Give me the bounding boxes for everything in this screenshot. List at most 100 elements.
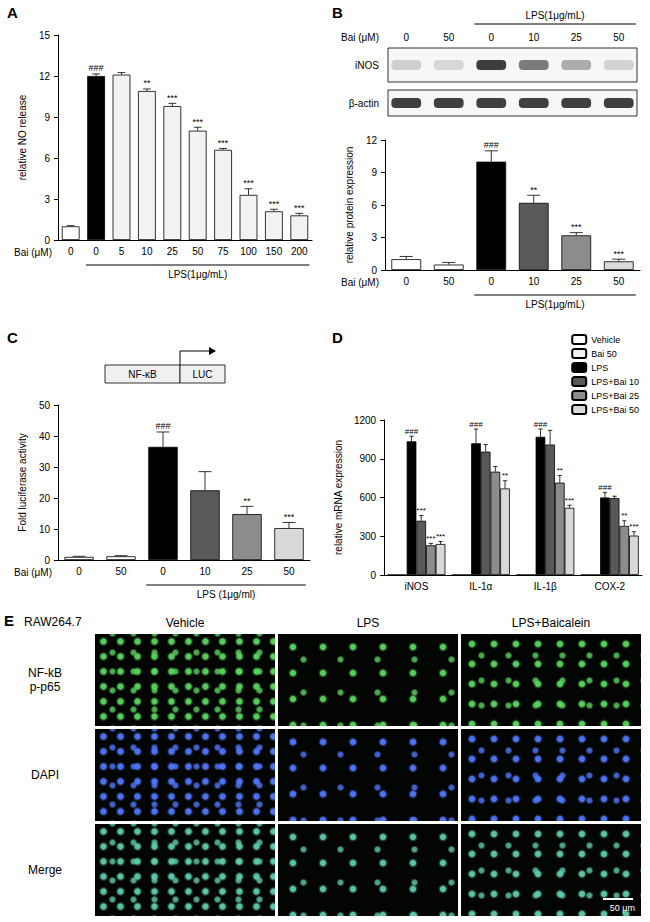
svg-text:10: 10 [141, 246, 153, 257]
svg-text:LPS+Bai 10: LPS+Bai 10 [591, 377, 639, 387]
svg-text:0: 0 [403, 276, 409, 287]
svg-text:50: 50 [443, 32, 455, 43]
svg-text:LPS(1μg/mL): LPS(1μg/mL) [168, 269, 227, 280]
svg-text:Bai 50: Bai 50 [591, 349, 617, 359]
svg-text:0: 0 [488, 32, 494, 43]
svg-text:50: 50 [192, 246, 204, 257]
svg-text:NF-κB: NF-κB [128, 369, 157, 380]
svg-text:900: 900 [359, 453, 376, 464]
svg-text:15: 15 [39, 30, 51, 41]
svg-text:30: 30 [39, 462, 51, 473]
svg-text:25: 25 [167, 246, 179, 257]
svg-text:COX-2: COX-2 [594, 581, 625, 592]
svg-text:***: *** [167, 93, 178, 103]
svg-text:**: ** [621, 511, 627, 520]
svg-text:10: 10 [528, 32, 540, 43]
svg-text:iNOS: iNOS [404, 581, 428, 592]
svg-text:1200: 1200 [354, 415, 377, 426]
svg-text:B: B [332, 4, 343, 21]
svg-text:5: 5 [119, 246, 125, 257]
svg-text:50: 50 [613, 276, 625, 287]
svg-text:***: *** [436, 532, 445, 541]
svg-text:0: 0 [68, 246, 74, 257]
svg-text:300: 300 [359, 531, 376, 542]
svg-text:0: 0 [488, 276, 494, 287]
svg-text:***: *** [426, 534, 435, 543]
svg-text:###: ### [484, 140, 499, 150]
svg-text:###: ### [534, 420, 548, 429]
svg-text:150: 150 [266, 246, 283, 257]
svg-text:**: ** [243, 496, 251, 506]
svg-text:relative mRNA expression: relative mRNA expression [333, 440, 344, 555]
svg-text:0: 0 [371, 265, 377, 276]
svg-text:D: D [332, 329, 343, 346]
svg-text:LPS+Bai 25: LPS+Bai 25 [591, 391, 639, 401]
svg-text:C: C [7, 329, 18, 346]
svg-text:Bai (μM): Bai (μM) [341, 277, 379, 288]
svg-text:600: 600 [359, 492, 376, 503]
svg-text:3: 3 [371, 232, 377, 243]
svg-text:25: 25 [571, 32, 583, 43]
svg-text:12: 12 [366, 135, 378, 146]
svg-text:6: 6 [44, 153, 50, 164]
svg-text:75: 75 [218, 246, 230, 257]
svg-text:LUC: LUC [192, 369, 212, 380]
svg-text:10: 10 [39, 524, 51, 535]
svg-text:relative protein expression: relative protein expression [344, 147, 355, 264]
svg-text:**: ** [557, 466, 563, 475]
svg-text:β-actin: β-actin [349, 98, 379, 109]
svg-text:LPS(1μg/mL): LPS(1μg/mL) [525, 299, 584, 310]
svg-text:0: 0 [76, 566, 82, 577]
svg-text:6: 6 [371, 200, 377, 211]
svg-text:***: *** [629, 522, 638, 531]
svg-text:Bai (μM): Bai (μM) [14, 567, 52, 578]
svg-text:12: 12 [39, 71, 51, 82]
svg-text:###: ### [469, 420, 483, 429]
svg-text:***: *** [243, 178, 254, 188]
svg-text:50: 50 [283, 566, 295, 577]
svg-text:###: ### [405, 427, 419, 436]
svg-text:***: *** [284, 512, 295, 522]
svg-text:0: 0 [160, 566, 166, 577]
svg-text:10: 10 [199, 566, 211, 577]
svg-text:50: 50 [39, 400, 51, 411]
svg-text:IL-1α: IL-1α [469, 581, 492, 592]
svg-text:10: 10 [528, 276, 540, 287]
svg-text:###: ### [598, 483, 612, 492]
svg-text:0: 0 [44, 235, 50, 246]
svg-text:***: *** [565, 496, 574, 505]
svg-text:9: 9 [44, 112, 50, 123]
svg-text:Bai (μM): Bai (μM) [341, 32, 379, 43]
svg-text:**: ** [143, 78, 151, 88]
svg-text:LPS(1μg/mL): LPS(1μg/mL) [525, 10, 584, 21]
svg-text:100: 100 [240, 246, 257, 257]
svg-text:A: A [7, 4, 18, 21]
svg-text:***: *** [294, 203, 305, 213]
svg-text:###: ### [89, 63, 104, 73]
svg-text:IL-1β: IL-1β [534, 581, 557, 592]
svg-text:LPS: LPS [591, 363, 608, 373]
svg-text:**: ** [530, 185, 538, 195]
svg-text:***: *** [571, 222, 582, 232]
svg-text:0: 0 [371, 570, 377, 581]
svg-text:LPS (1μg/ml): LPS (1μg/ml) [197, 589, 256, 600]
svg-text:0: 0 [403, 32, 409, 43]
svg-text:200: 200 [291, 246, 308, 257]
svg-text:3: 3 [44, 194, 50, 205]
svg-text:0: 0 [44, 555, 50, 566]
svg-text:50: 50 [443, 276, 455, 287]
svg-text:**: ** [502, 471, 508, 480]
svg-text:Fold luciferase activity: Fold luciferase activity [17, 433, 28, 531]
svg-text:###: ### [155, 421, 170, 431]
svg-text:LPS+Bai 50: LPS+Bai 50 [591, 405, 639, 415]
svg-text:20: 20 [39, 493, 51, 504]
svg-text:iNOS: iNOS [355, 60, 379, 71]
svg-text:50: 50 [115, 566, 127, 577]
svg-text:9: 9 [371, 167, 377, 178]
svg-text:0: 0 [93, 246, 99, 257]
svg-text:***: *** [417, 506, 426, 515]
svg-text:relative NO release: relative NO release [17, 94, 28, 180]
svg-text:***: *** [218, 138, 229, 148]
svg-text:25: 25 [241, 566, 253, 577]
svg-text:***: *** [613, 249, 624, 259]
